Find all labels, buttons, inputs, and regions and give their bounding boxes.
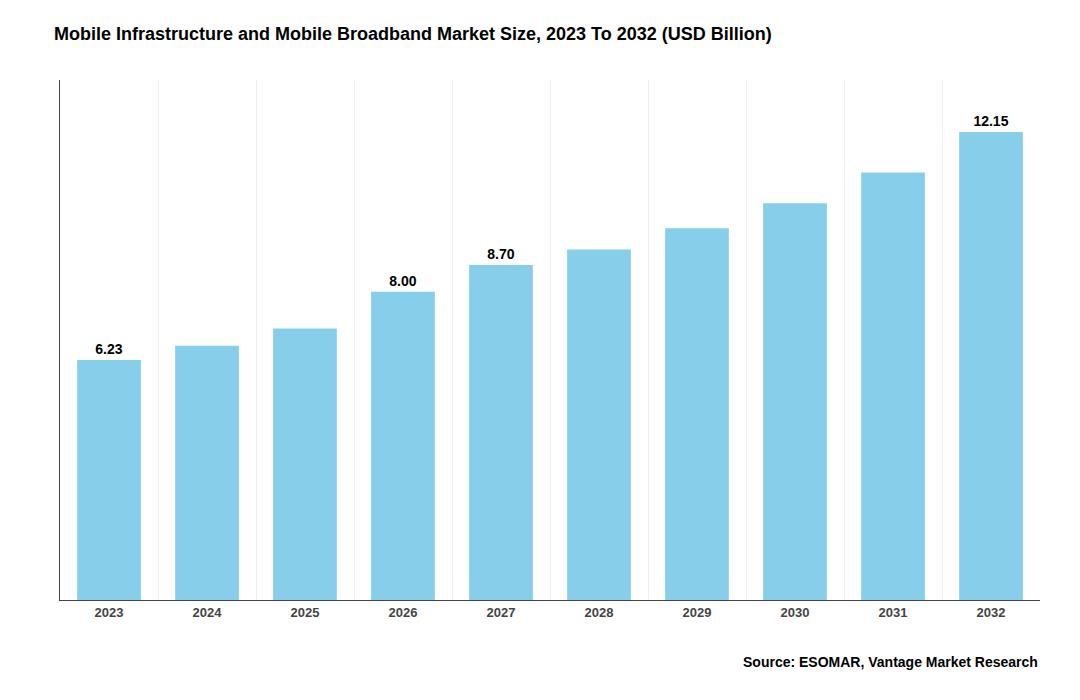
svg-text:12.15: 12.15	[973, 113, 1008, 129]
svg-text:2030: 2030	[781, 605, 810, 620]
svg-text:2027: 2027	[487, 605, 516, 620]
svg-text:2031: 2031	[879, 605, 908, 620]
svg-text:2032: 2032	[977, 605, 1006, 620]
svg-text:2029: 2029	[683, 605, 712, 620]
svg-text:8.70: 8.70	[487, 246, 514, 262]
svg-text:2026: 2026	[389, 605, 418, 620]
svg-text:2025: 2025	[291, 605, 320, 620]
svg-text:Mobile Infrastructure and Mobi: Mobile Infrastructure and Mobile Broadba…	[54, 24, 772, 44]
svg-text:2023: 2023	[95, 605, 124, 620]
svg-text:6.23: 6.23	[95, 341, 122, 357]
svg-text:8.00: 8.00	[389, 273, 416, 289]
svg-text:2024: 2024	[193, 605, 223, 620]
svg-text:Source: ESOMAR, Vantage Market: Source: ESOMAR, Vantage Market Research	[743, 654, 1038, 670]
svg-text:2028: 2028	[585, 605, 614, 620]
